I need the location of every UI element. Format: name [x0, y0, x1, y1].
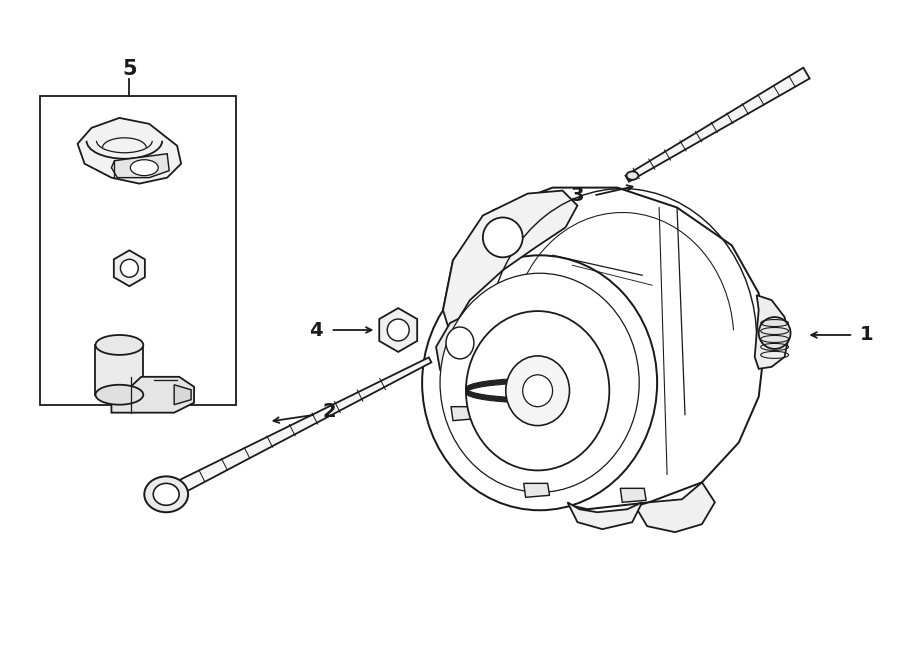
Text: 4: 4	[309, 320, 322, 340]
Polygon shape	[451, 406, 477, 420]
Ellipse shape	[153, 483, 179, 505]
Ellipse shape	[523, 375, 553, 406]
Ellipse shape	[130, 160, 158, 175]
Bar	[40, 96, 236, 404]
Polygon shape	[112, 154, 169, 177]
Polygon shape	[440, 187, 765, 509]
Text: 3: 3	[571, 186, 584, 205]
Polygon shape	[755, 295, 788, 369]
Polygon shape	[626, 68, 810, 181]
Ellipse shape	[387, 319, 410, 341]
Text: 1: 1	[860, 326, 874, 344]
Text: 2: 2	[322, 402, 337, 421]
Text: 5: 5	[122, 59, 137, 79]
Polygon shape	[620, 489, 646, 502]
Bar	[95, 345, 143, 395]
Polygon shape	[635, 483, 715, 532]
Ellipse shape	[144, 477, 188, 512]
Ellipse shape	[446, 327, 474, 359]
Ellipse shape	[759, 317, 790, 349]
Polygon shape	[436, 315, 483, 377]
Ellipse shape	[95, 335, 143, 355]
Polygon shape	[175, 385, 191, 404]
Ellipse shape	[422, 256, 657, 510]
Polygon shape	[112, 377, 194, 412]
Ellipse shape	[95, 385, 143, 404]
Ellipse shape	[506, 356, 570, 426]
Ellipse shape	[483, 218, 523, 258]
Ellipse shape	[466, 311, 609, 471]
Polygon shape	[77, 118, 181, 183]
Polygon shape	[443, 191, 578, 333]
Polygon shape	[568, 502, 643, 529]
Polygon shape	[524, 483, 550, 497]
Ellipse shape	[626, 171, 638, 180]
Polygon shape	[113, 250, 145, 286]
Ellipse shape	[440, 273, 639, 493]
Polygon shape	[379, 308, 418, 352]
Ellipse shape	[121, 260, 139, 277]
Polygon shape	[163, 357, 431, 500]
